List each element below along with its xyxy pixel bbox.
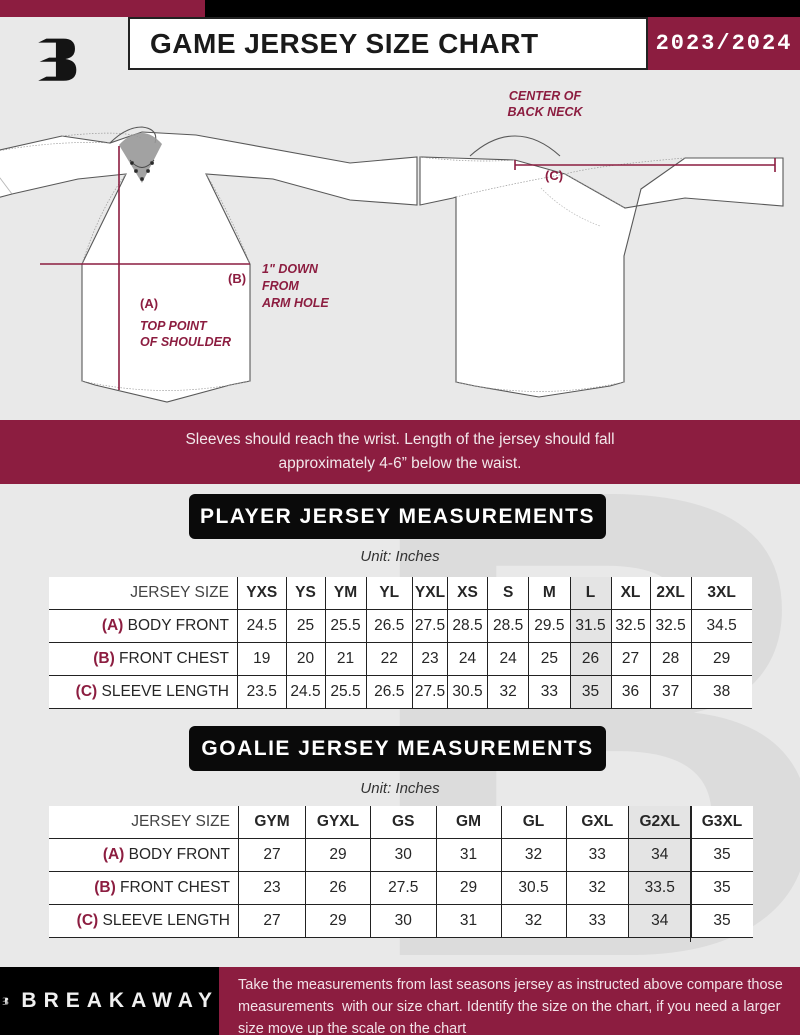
svg-text:FROM: FROM xyxy=(262,279,299,293)
svg-text:BACK NECK: BACK NECK xyxy=(508,105,584,119)
svg-text:(A): (A) xyxy=(140,296,158,311)
svg-text:OF SHOULDER: OF SHOULDER xyxy=(140,335,231,349)
svg-text:CENTER OF: CENTER OF xyxy=(509,90,582,103)
svg-text:TOP POINT: TOP POINT xyxy=(140,319,208,333)
svg-text:ARM HOLE: ARM HOLE xyxy=(261,296,329,310)
svg-text:(C): (C) xyxy=(545,168,563,183)
svg-text:(B): (B) xyxy=(228,271,246,286)
svg-text:1" DOWN: 1" DOWN xyxy=(262,262,319,276)
